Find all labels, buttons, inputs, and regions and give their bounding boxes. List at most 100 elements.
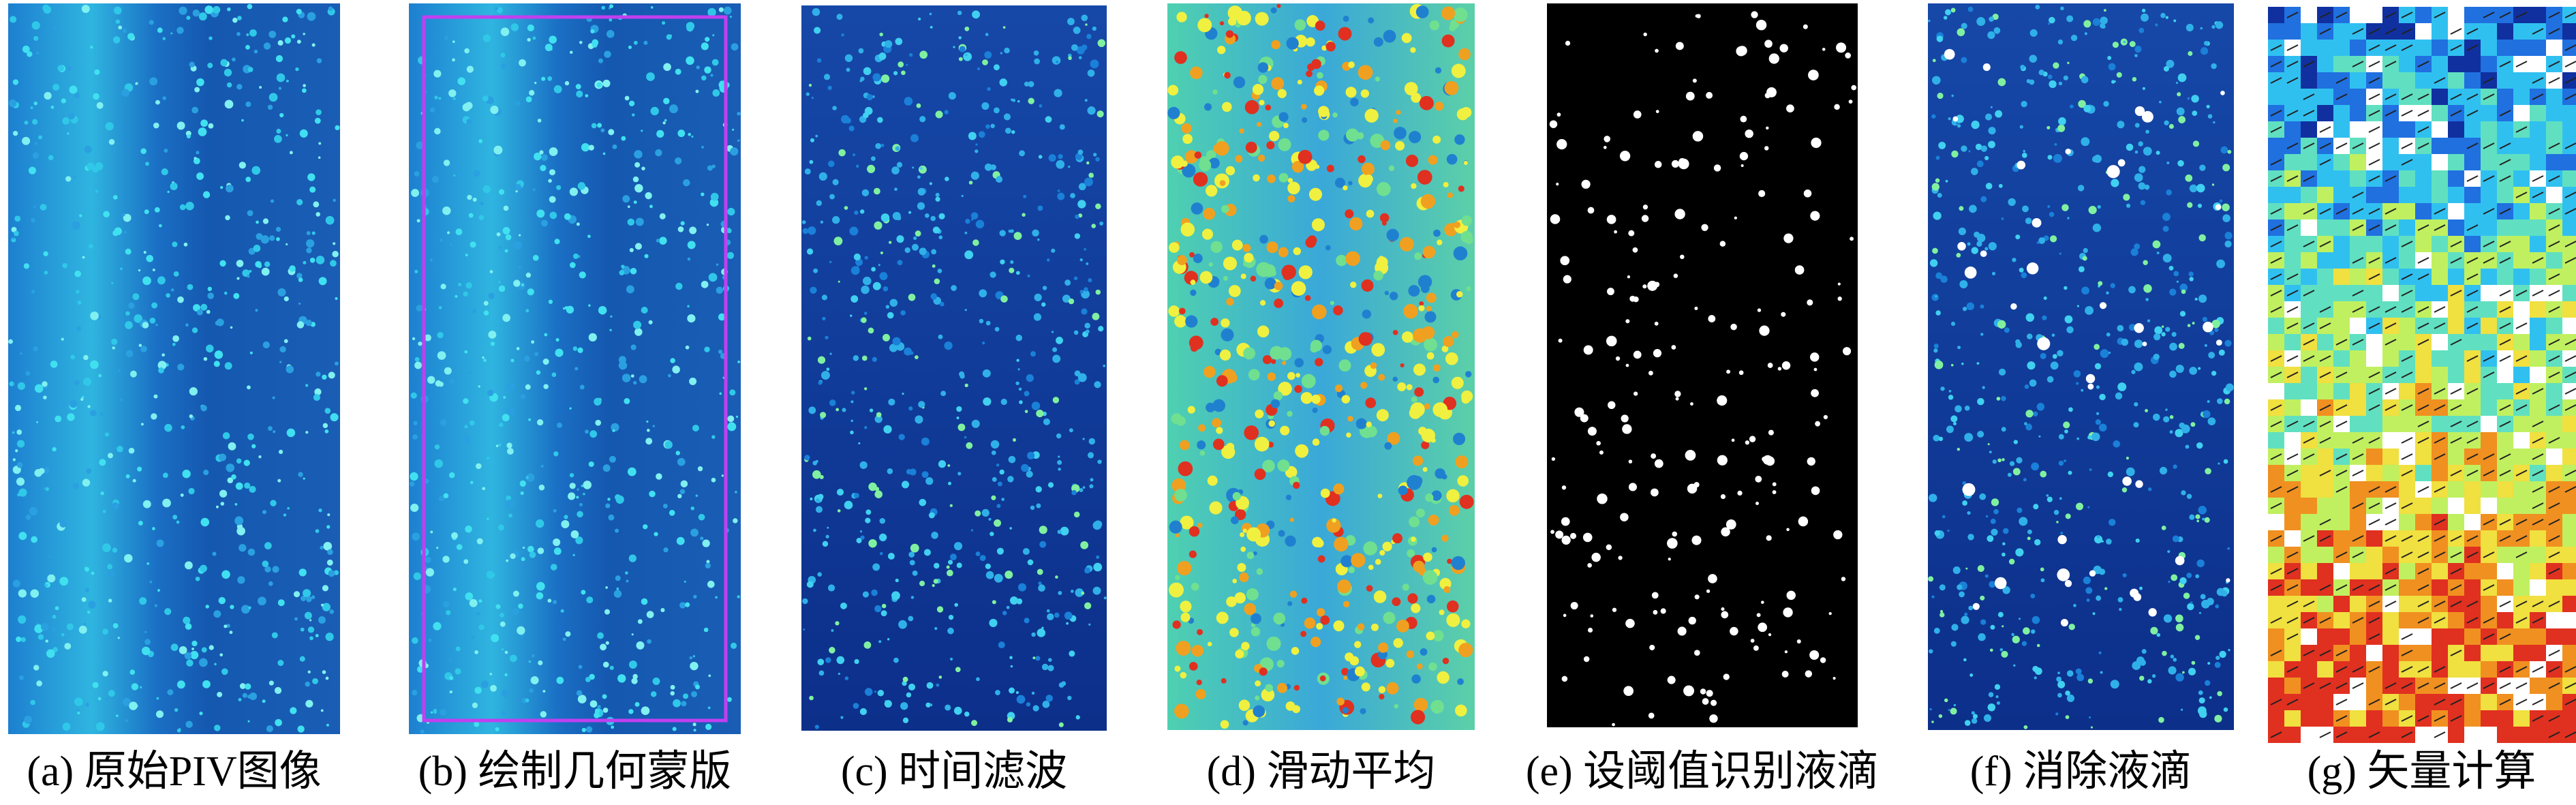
- vector-arrow: [2319, 208, 2331, 215]
- vector-cell: [2481, 187, 2497, 203]
- particle: [2002, 528, 2009, 534]
- vector-cell: [2513, 89, 2530, 105]
- particle: [453, 587, 457, 592]
- particle: [2060, 532, 2064, 535]
- particle: [506, 442, 512, 449]
- particle: [191, 640, 198, 647]
- particle: [2191, 660, 2196, 665]
- particle: [1360, 708, 1366, 714]
- vector-arrow: [2483, 453, 2495, 460]
- particle: [579, 384, 585, 390]
- particle: [1674, 209, 1685, 219]
- particle: [199, 712, 203, 716]
- vector-cell: [2350, 105, 2366, 121]
- vector-cell: [2382, 710, 2399, 727]
- particle: [633, 40, 638, 45]
- particle: [711, 477, 716, 483]
- vector-arrow: [2499, 535, 2511, 542]
- particle: [1073, 276, 1078, 280]
- particle: [277, 660, 284, 667]
- vector-arrow: [2434, 535, 2446, 542]
- particle: [1845, 52, 1852, 59]
- particle: [933, 562, 940, 569]
- vector-cell: [2513, 432, 2530, 449]
- particle: [501, 63, 508, 70]
- particle: [836, 656, 845, 665]
- particle: [1458, 48, 1471, 61]
- particle: [1295, 373, 1300, 378]
- particle: [224, 100, 234, 109]
- vector-arrow: [2368, 110, 2380, 117]
- particle: [987, 87, 991, 91]
- particle: [1673, 273, 1678, 278]
- vector-arrow: [2368, 519, 2380, 526]
- vector-cell: [2268, 383, 2284, 399]
- particle: [102, 628, 108, 635]
- particle: [1003, 113, 1011, 121]
- vector-arrow: [2319, 322, 2331, 329]
- particle: [177, 296, 184, 303]
- vector-cell: [2481, 661, 2497, 678]
- particle: [1768, 633, 1772, 637]
- vector-arrow: [2335, 339, 2348, 346]
- particle: [255, 309, 258, 312]
- particle: [2175, 614, 2183, 623]
- particle: [31, 21, 40, 30]
- particle: [968, 132, 977, 140]
- particle: [645, 192, 652, 200]
- particle: [808, 406, 816, 414]
- particle: [506, 559, 508, 562]
- particle: [2173, 19, 2177, 22]
- vector-arrow: [2270, 61, 2282, 67]
- particle: [2031, 616, 2040, 624]
- particle: [326, 525, 331, 529]
- particle: [1759, 325, 1770, 336]
- particle: [597, 123, 602, 128]
- vector-cell: [2366, 547, 2382, 563]
- vector-cell: [2432, 645, 2448, 661]
- particle: [1420, 194, 1436, 209]
- particle: [1606, 335, 1617, 347]
- vector-arrow: [2303, 421, 2315, 427]
- particle: [196, 78, 204, 87]
- vector-arrow: [2385, 306, 2397, 313]
- particle: [263, 42, 271, 50]
- particle: [898, 434, 905, 440]
- particle: [1037, 238, 1040, 241]
- particle: [1948, 390, 1952, 393]
- particle: [61, 538, 65, 543]
- particle: [534, 352, 539, 356]
- particle: [1256, 262, 1272, 277]
- particle: [953, 46, 955, 48]
- particle: [1460, 106, 1472, 118]
- particle: [1441, 34, 1455, 48]
- particle: [1332, 112, 1338, 118]
- particle: [170, 182, 178, 190]
- particle: [615, 495, 624, 504]
- particle: [656, 130, 664, 138]
- particle: [2178, 343, 2185, 349]
- particle: [532, 188, 536, 192]
- vector-cell: [2301, 498, 2317, 514]
- particle: [659, 237, 667, 245]
- particle: [1277, 89, 1287, 98]
- vector-cell: [2333, 530, 2350, 547]
- particle: [1633, 296, 1639, 303]
- particle: [1768, 53, 1779, 64]
- vector-cell: [2513, 138, 2530, 154]
- particle: [1952, 422, 1957, 426]
- vector-cell: [2268, 710, 2284, 727]
- vector-arrow: [2434, 617, 2446, 624]
- particle: [1103, 364, 1106, 367]
- particle: [1092, 586, 1101, 595]
- vector-cell: [2301, 481, 2317, 498]
- particle: [670, 690, 675, 696]
- vector-cell: [2333, 236, 2350, 252]
- particle: [52, 83, 60, 91]
- vector-cell: [2530, 154, 2546, 170]
- particle: [997, 481, 1002, 487]
- particle: [1461, 215, 1473, 226]
- particle: [2076, 437, 2080, 440]
- particle: [1278, 138, 1291, 151]
- particle: [2058, 460, 2064, 466]
